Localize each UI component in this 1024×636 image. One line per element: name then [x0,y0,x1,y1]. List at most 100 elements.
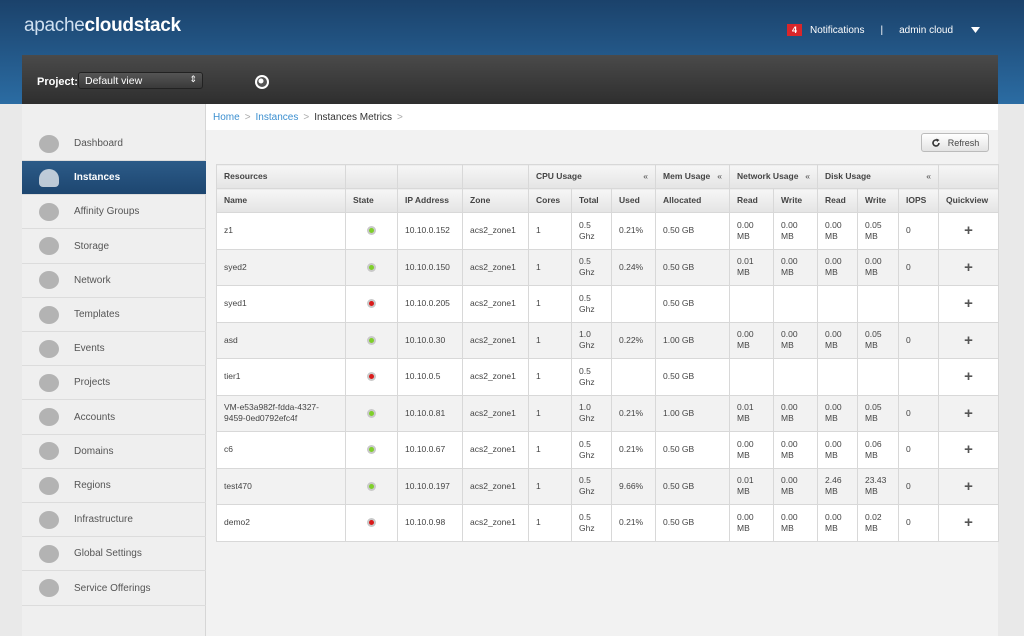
cores-cell: 1 [528,321,572,359]
column-header: Quickview [938,188,1000,213]
refresh-button[interactable]: Refresh [921,133,989,152]
quickview-button[interactable]: + [964,441,973,459]
disk-read-cell [817,358,859,396]
nav-icon [39,339,59,358]
instance-row: tier1 10.10.0.5 acs2_zone1 1 0.5 Ghz 0.50 GB + [216,358,1000,396]
state-indicator [367,445,376,455]
nav-item[interactable]: Domains [22,435,206,469]
nav-label: Dashboard [74,138,123,149]
quickview-cell: + [938,394,1000,432]
quickview-button[interactable]: + [964,368,973,386]
group-header: Network Usage « [729,164,819,189]
zone-cell: acs2_zone1 [462,285,529,323]
iops-cell: 0 [898,248,940,286]
nav-item[interactable]: Network [22,264,206,298]
nav-item[interactable]: Service Offerings [22,572,206,606]
cores-cell: 1 [528,467,572,505]
name-cell: test470 [216,467,346,505]
state-cell [345,285,398,323]
ip-cell: 10.10.0.81 [397,394,463,432]
cores-cell: 1 [528,394,572,432]
quickview-button[interactable]: + [964,295,973,313]
group-label: Mem Usage [663,171,711,181]
quickview-button[interactable]: + [964,477,973,495]
net-write-cell [773,285,819,323]
nav-icon [39,544,59,563]
breadcrumb-link[interactable]: Instances [255,112,299,123]
iops-cell [898,358,940,396]
ip-cell: 10.10.0.150 [397,248,463,286]
column-header: IOPS [898,188,940,213]
collapse-toggle[interactable]: « [805,171,811,181]
nav-icon [39,510,59,529]
zone-cell: acs2_zone1 [462,467,529,505]
disk-write-cell [857,358,900,396]
quickview-cell: + [938,248,1000,286]
breadcrumb-separator: > [397,112,403,123]
nav-item[interactable]: Dashboard [22,127,206,161]
iops-cell [898,285,940,323]
nav-item[interactable]: Templates [22,298,206,332]
state-indicator [367,372,376,382]
nav-item[interactable]: Global Settings [22,537,206,572]
nav-icon [39,202,59,221]
nav-icon [39,476,59,495]
disk-read-cell [817,285,859,323]
nav-item[interactable]: Accounts [22,401,206,435]
nav-item[interactable]: Projects [22,366,206,401]
cores-cell: 1 [528,431,572,469]
collapse-toggle[interactable]: « [926,171,932,181]
column-header: Name [216,188,346,213]
dropdown-arrow[interactable] [971,26,981,34]
nav-label: Storage [74,240,110,252]
net-write-cell: 0.00 MB [773,212,819,250]
quickview-button[interactable]: + [964,258,973,276]
collapse-toggle[interactable]: « [717,171,723,181]
quickview-button[interactable]: + [964,514,973,532]
quickview-button[interactable]: + [964,222,973,240]
zone-cell: acs2_zone1 [462,321,529,359]
column-header-row: Name State IP Address Zone Cores Total Used All… [216,188,1000,213]
mem-cell: 0.50 GB [655,467,731,505]
cores-cell: 1 [528,285,572,323]
group-header [462,164,529,189]
mem-cell: 1.00 GB [655,394,731,432]
logo[interactable]: apachecloudstack [24,15,181,37]
nav-item[interactable]: Infrastructure [22,503,206,538]
ip-cell: 10.10.0.98 [397,504,463,542]
notification-badge[interactable]: 4 [787,24,803,36]
state-indicator [367,518,376,528]
collapse-toggle[interactable]: « [643,171,649,181]
breadcrumb-link[interactable]: Home [213,112,240,123]
project-select[interactable]: Default view ⇕ [78,72,203,89]
nav-item[interactable]: Regions [22,469,206,503]
globe-icon[interactable] [254,74,270,90]
cpu-total-cell: 0.5 Ghz [571,467,612,505]
nav-label: Global Settings [74,548,142,560]
nav-label: Affinity Groups [74,206,140,218]
user-menu[interactable]: admin cloud [899,24,954,36]
nav-item[interactable]: Events [22,332,206,367]
iops-cell: 0 [898,212,940,250]
group-header [345,164,398,189]
quickview-button[interactable]: + [964,404,973,422]
nav-item[interactable]: Instances [22,161,206,196]
nav-item[interactable]: Affinity Groups [22,195,206,230]
zone-cell: acs2_zone1 [462,504,529,542]
metrics-table: Resources CPU Usage «Mem Usage «Network Usa… [216,164,1000,542]
net-write-cell: 0.00 MB [773,467,819,505]
disk-write-cell: 0.06 MB [857,431,900,469]
quickview-button[interactable]: + [964,331,973,349]
net-read-cell: 0.00 MB [729,212,775,250]
state-cell [345,504,398,542]
column-header: Write [857,188,900,213]
logo-text: apache [24,15,85,36]
breadcrumb: Home > Instances > Instances Metrics > [206,104,998,130]
iops-cell: 0 [898,504,940,542]
column-header: Write [773,188,819,213]
nav-item[interactable]: Storage [22,230,206,264]
notifications-link[interactable]: Notifications [810,24,865,36]
group-label: Disk Usage [825,171,871,181]
zone-cell: acs2_zone1 [462,212,529,250]
